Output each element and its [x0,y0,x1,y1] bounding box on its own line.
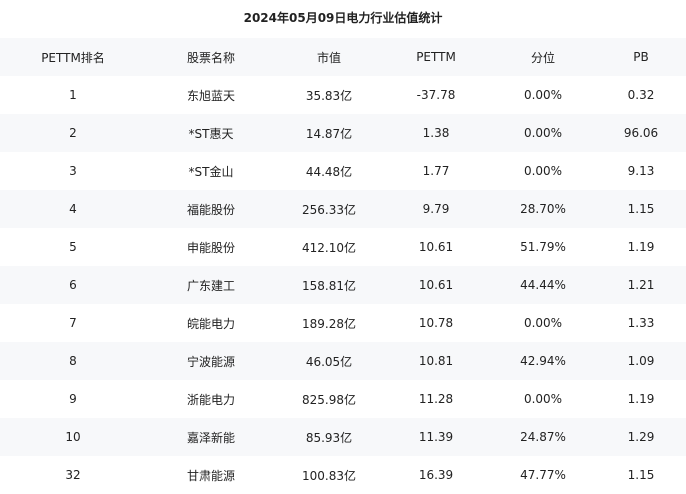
cell-rank: 32 [65,468,81,482]
table-row: 10 嘉泽新能 85.93亿 11.39 24.87% 1.29 [0,418,686,456]
cell-rank: 8 [69,354,77,368]
table-header: PETTM排名 股票名称 市值 PETTM 分位 PB [0,38,686,76]
cell-market-cap: 412.10亿 [302,240,356,255]
cell-market-cap: 44.48亿 [305,164,353,179]
header-rank: PETTM排名 [41,50,105,65]
cell-market-cap: 85.93亿 [305,430,353,445]
cell-stock-name: 宁波能源 [186,354,236,369]
cell-pb: 9.13 [627,164,655,178]
page-title: 2024年05月09日电力行业估值统计 [243,11,443,25]
cell-stock-name: 广东建工 [186,278,236,293]
cell-rank: 4 [69,202,77,216]
cell-market-cap: 35.83亿 [305,88,353,103]
header-percentile: 分位 [530,50,556,65]
cell-pb: 1.15 [627,202,655,216]
cell-market-cap: 46.05亿 [305,354,353,369]
header-stock-name: 股票名称 [186,50,236,65]
cell-pettm: 10.81 [418,354,454,368]
cell-pettm: -37.78 [416,88,456,102]
cell-percentile: 0.00% [523,392,563,406]
cell-pettm: 16.39 [418,468,454,482]
cell-percentile: 44.44% [520,278,566,292]
cell-rank: 5 [69,240,77,254]
table-row: 5 申能股份 412.10亿 10.61 51.79% 1.19 [0,228,686,266]
cell-pettm: 9.79 [422,202,450,216]
table-row: 3 *ST金山 44.48亿 1.77 0.00% 9.13 [0,152,686,190]
cell-pb: 1.33 [627,316,655,330]
cell-pettm: 1.38 [422,126,450,140]
cell-percentile: 24.87% [520,430,566,444]
cell-stock-name: *ST金山 [188,164,234,179]
cell-pb: 1.15 [627,468,655,482]
cell-rank: 10 [65,430,81,444]
cell-percentile: 47.77% [520,468,566,482]
cell-market-cap: 14.87亿 [305,126,353,141]
cell-pb: 1.19 [627,392,655,406]
cell-stock-name: 东旭蓝天 [186,88,236,103]
cell-percentile: 51.79% [520,240,566,254]
table-row: 4 福能股份 256.33亿 9.79 28.70% 1.15 [0,190,686,228]
header-market-cap: 市值 [316,50,342,65]
cell-rank: 2 [69,126,77,140]
cell-rank: 1 [69,88,77,102]
table-row: 1 东旭蓝天 35.83亿 -37.78 0.00% 0.32 [0,76,686,114]
cell-stock-name: 嘉泽新能 [186,430,236,445]
valuation-table: PETTM排名 股票名称 市值 PETTM 分位 PB 1 东旭蓝天 35.83亿 -37.78 0… [0,38,686,494]
table-row: 6 广东建工 158.81亿 10.61 44.44% 1.21 [0,266,686,304]
cell-rank: 3 [69,164,77,178]
cell-stock-name: 皖能电力 [186,316,236,331]
cell-percentile: 42.94% [520,354,566,368]
table-row: 32 甘肃能源 100.83亿 16.39 47.77% 1.15 [0,456,686,494]
cell-pb: 96.06 [623,126,659,140]
cell-percentile: 0.00% [523,126,563,140]
cell-market-cap: 256.33亿 [302,202,356,217]
cell-stock-name: 福能股份 [186,202,236,217]
cell-stock-name: *ST惠天 [188,126,234,141]
cell-pettm: 11.28 [418,392,454,406]
cell-market-cap: 158.81亿 [302,278,356,293]
cell-market-cap: 189.28亿 [302,316,356,331]
cell-pettm: 10.61 [418,278,454,292]
cell-pettm: 1.77 [422,164,450,178]
cell-stock-name: 申能股份 [186,240,236,255]
cell-rank: 6 [69,278,77,292]
cell-pb: 1.19 [627,240,655,254]
cell-percentile: 0.00% [523,88,563,102]
cell-market-cap: 100.83亿 [302,468,356,483]
cell-percentile: 0.00% [523,316,563,330]
table-row: 2 *ST惠天 14.87亿 1.38 0.00% 96.06 [0,114,686,152]
cell-pettm: 11.39 [418,430,454,444]
cell-pb: 1.09 [627,354,655,368]
cell-stock-name: 浙能电力 [186,392,236,407]
cell-percentile: 0.00% [523,164,563,178]
cell-rank: 9 [69,392,77,406]
header-pb: PB [633,50,649,64]
cell-stock-name: 甘肃能源 [186,468,236,483]
cell-pettm: 10.78 [418,316,454,330]
table-row: 8 宁波能源 46.05亿 10.81 42.94% 1.09 [0,342,686,380]
cell-rank: 7 [69,316,77,330]
cell-pb: 1.21 [627,278,655,292]
cell-pb: 1.29 [627,430,655,444]
table-row: 9 浙能电力 825.98亿 11.28 0.00% 1.19 [0,380,686,418]
cell-pettm: 10.61 [418,240,454,254]
header-pettm: PETTM [416,50,456,64]
cell-market-cap: 825.98亿 [302,392,356,407]
cell-pb: 0.32 [627,88,655,102]
table-row: 7 皖能电力 189.28亿 10.78 0.00% 1.33 [0,304,686,342]
cell-percentile: 28.70% [520,202,566,216]
